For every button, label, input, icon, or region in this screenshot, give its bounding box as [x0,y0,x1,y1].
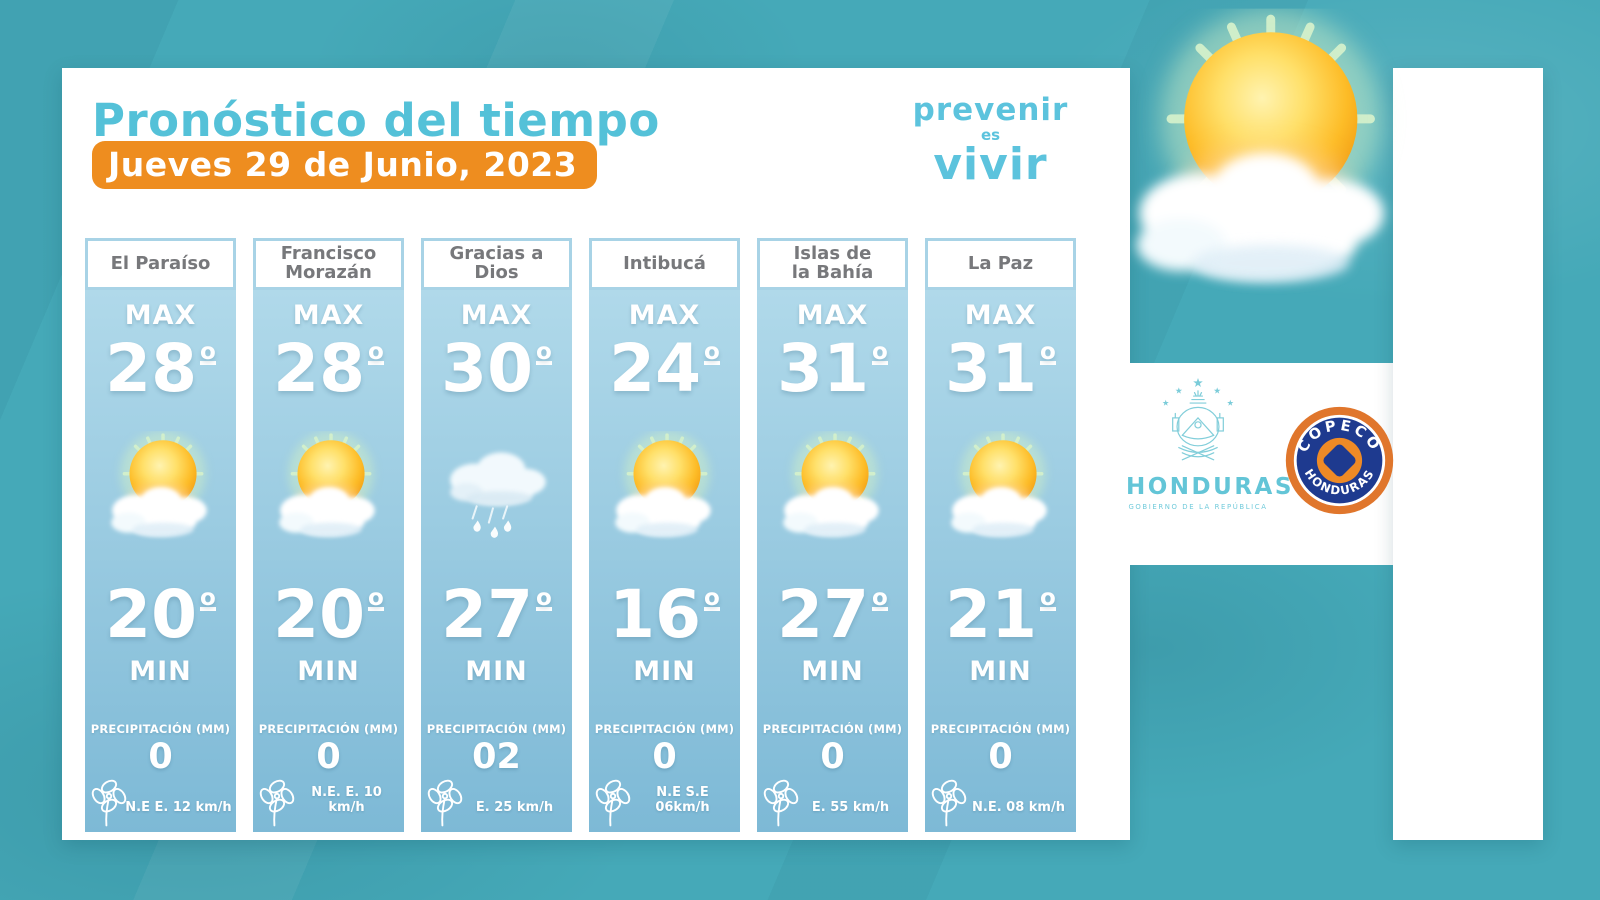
min-label: MIN [465,656,528,687]
precipitation-label: PRECIPITACIÓN (MM) [930,722,1071,736]
forecast-column-body: MAX 28 o 20 o MIN PRECIPITACIÓN (MM) 0 N.E… [85,290,236,832]
max-label: MAX [124,300,197,331]
max-temperature: 28 o [105,330,216,407]
min-label: MIN [801,656,864,687]
degree-mark: o [872,339,888,366]
forecast-column-body: MAX 30 o 27 o MIN PRECIPITACIÓN (MM) 02 E.… [421,290,572,832]
precipitation-value: 02 [472,737,521,777]
max-temperature: 24 o [609,330,720,407]
precipitation-value: 0 [316,737,341,777]
forecast-column-body: MAX 31 o 27 o MIN PRECIPITACIÓN (MM) 0 E. … [757,290,908,832]
degree-mark: o [1040,585,1056,612]
precipitation-label: PRECIPITACIÓN (MM) [594,722,735,736]
max-label: MAX [460,300,533,331]
degree-mark: o [872,585,888,612]
sun-cloud-icon [772,430,894,544]
degree-mark: o [368,585,384,612]
wind-info: E. 25 km/h [475,800,554,815]
prevenir-es-vivir-logo: prevenir es vivir [903,95,1078,187]
h-shape-right-bar [1393,68,1543,840]
copeco-logo: COPECO HONDURAS [1285,406,1394,515]
forecast-column: Gracias a Dios MAX 30 o 27 o MIN PRECIPITA… [421,238,572,832]
max-temperature: 30 o [441,330,552,407]
department-name: Islas de la Bahía [757,238,908,290]
min-temperature: 21 o [945,576,1056,653]
precipitation-value: 0 [988,737,1013,777]
min-label: MIN [969,656,1032,687]
sun-cloud-icon [604,430,726,544]
degree-mark: o [200,585,216,612]
sun-cloud-icon [100,430,222,544]
rain-cloud-icon [436,430,558,544]
precipitation-label: PRECIPITACIÓN (MM) [426,722,567,736]
campaign-line-1: prevenir [912,92,1069,128]
wind-info: N.E. E. 10 km/h [311,785,382,815]
max-label: MAX [796,300,869,331]
max-label: MAX [628,300,701,331]
wind-info: N.E S.E 06km/h [655,785,710,815]
min-temperature: 27 o [441,576,552,653]
honduras-coat-of-arms-icon [1162,377,1234,461]
date-badge: Jueves 29 de Junio, 2023 [92,141,598,189]
page-title: Pronóstico del tiempo [92,94,660,147]
degree-mark: o [536,339,552,366]
campaign-line-3: vivir [933,139,1048,190]
max-temperature: 31 o [777,330,888,407]
forecast-column-body: MAX 24 o 16 o MIN PRECIPITACIÓN (MM) 0 N.E… [589,290,740,832]
degree-mark: o [200,339,216,366]
precipitation-value: 0 [652,737,677,777]
honduras-wordmark: HONDURAS [1126,474,1294,500]
wind-info: N.E E. 12 km/h [125,800,232,815]
department-name: Francisco Morazán [253,238,404,290]
honduras-government-logo: HONDURAS GOBIERNO DE LA REPÚBLICA [1126,376,1294,511]
sun-cloud-icon [268,430,390,544]
min-label: MIN [297,656,360,687]
max-label: MAX [292,300,365,331]
wind-info: E. 55 km/h [811,800,890,815]
forecast-columns: El Paraíso MAX 28 o 20 o MIN PRECIPITACIÓN… [85,238,1077,832]
sun-cloud-icon [940,430,1062,544]
precipitation-value: 0 [148,737,173,777]
forecast-column: Intibucá MAX 24 o 16 o MIN PRECIPITACIÓN (… [589,238,740,832]
max-temperature: 31 o [945,330,1056,407]
forecast-column: El Paraíso MAX 28 o 20 o MIN PRECIPITACIÓN… [85,238,236,832]
min-temperature: 16 o [609,576,720,653]
wind-info: N.E. 08 km/h [972,800,1065,815]
department-name: La Paz [925,238,1076,290]
degree-mark: o [704,585,720,612]
department-name: Intibucá [589,238,740,290]
honduras-subtitle: GOBIERNO DE LA REPÚBLICA [1128,503,1268,511]
degree-mark: o [1040,339,1056,366]
campaign-line-2: es [980,126,1001,144]
min-label: MIN [129,656,192,687]
forecast-column-body: MAX 31 o 21 o MIN PRECIPITACIÓN (MM) 0 N.E… [925,290,1076,832]
max-label: MAX [964,300,1037,331]
forecast-column-body: MAX 28 o 20 o MIN PRECIPITACIÓN (MM) 0 N.E… [253,290,404,832]
min-label: MIN [633,656,696,687]
department-name: El Paraíso [85,238,236,290]
forecast-column: Francisco Morazán MAX 28 o 20 o MIN PRECIP… [253,238,404,832]
precipitation-label: PRECIPITACIÓN (MM) [90,722,231,736]
max-temperature: 28 o [273,330,384,407]
forecast-column: La Paz MAX 31 o 21 o MIN PRECIPITACIÓN (MM… [925,238,1076,832]
sun-cloud-decoration-icon [1108,8,1423,298]
min-temperature: 27 o [777,576,888,653]
department-name: Gracias a Dios [421,238,572,290]
min-temperature: 20 o [105,576,216,653]
degree-mark: o [704,339,720,366]
forecast-column: Islas de la Bahía MAX 31 o 27 o MIN PRECIP… [757,238,908,832]
degree-mark: o [536,585,552,612]
precipitation-value: 0 [820,737,845,777]
degree-mark: o [368,339,384,366]
precipitation-label: PRECIPITACIÓN (MM) [258,722,399,736]
precipitation-label: PRECIPITACIÓN (MM) [762,722,903,736]
min-temperature: 20 o [273,576,384,653]
